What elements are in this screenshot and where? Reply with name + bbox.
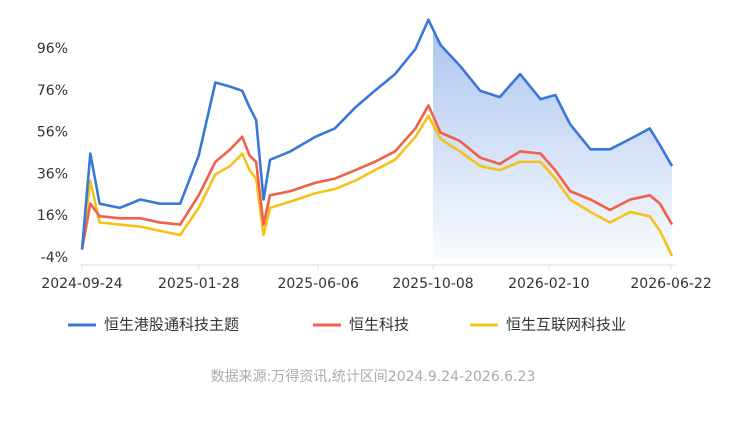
legend-label: 恒生互联网科技业 (506, 316, 626, 334)
y-tick-label: 36% (37, 166, 68, 182)
x-tick-label: 2024-09-24 (41, 276, 122, 292)
source-note: 数据来源:万得资讯,统计区间2024.9.24-2026.6.23 (211, 368, 536, 385)
legend-label: 恒生港股通科技主题 (104, 316, 239, 334)
series-line (80, 18, 674, 250)
series-line (80, 104, 674, 250)
legend-item: 恒生科技 (313, 316, 409, 334)
y-tick-label: -4% (41, 250, 68, 266)
legend-label: 恒生科技 (349, 316, 409, 334)
x-tick-label: 2026-06-22 (630, 276, 711, 292)
x-tick-label: 2025-06-06 (277, 276, 358, 292)
y-tick-label: 56% (37, 125, 68, 141)
x-tick-label: 2026-02-10 (508, 276, 589, 292)
series-line (80, 114, 674, 257)
legend-item: 恒生港股通科技主题 (68, 316, 239, 334)
legend-item: 恒生互联网科技业 (470, 316, 626, 334)
y-tick-label: 96% (37, 41, 68, 57)
y-tick-label: 76% (37, 83, 68, 99)
x-tick-label: 2025-10-08 (392, 276, 473, 292)
y-tick-label: 16% (37, 208, 68, 224)
x-tick-label: 2025-01-28 (158, 276, 239, 292)
